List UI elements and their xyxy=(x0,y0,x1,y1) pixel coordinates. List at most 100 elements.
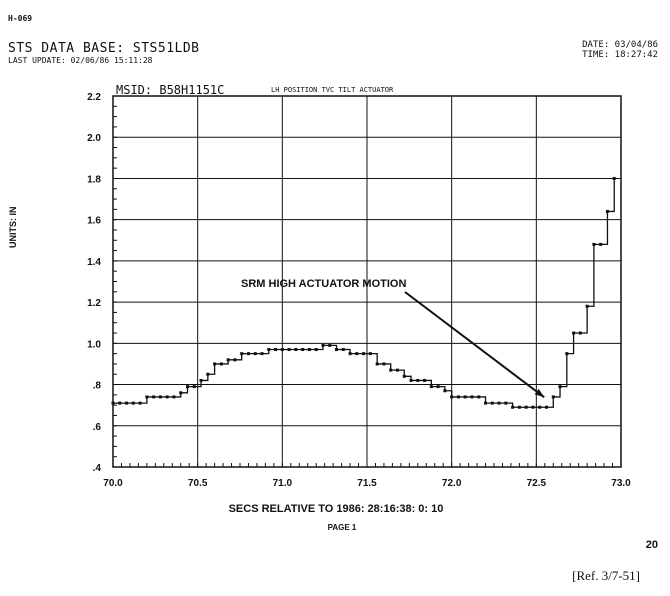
x-tick-label: 71.0 xyxy=(273,478,293,489)
data-point xyxy=(335,348,339,352)
x-tick-label: 71.5 xyxy=(357,478,377,489)
data-point xyxy=(402,374,406,378)
x-axis-label: SECS RELATIVE TO 1986: 28:16:38: 0: 10 xyxy=(229,503,444,515)
x-tick-label: 72.5 xyxy=(527,478,547,489)
database-title: STS DATA BASE: STS51LDB xyxy=(8,41,200,56)
data-point xyxy=(409,378,413,382)
data-point xyxy=(131,401,135,405)
data-point xyxy=(395,368,399,372)
x-tick-label: 72.0 xyxy=(442,478,462,489)
print-date: DATE: 03/04/86 xyxy=(582,40,658,50)
data-point xyxy=(578,331,582,335)
y-tick-label: 1.0 xyxy=(87,339,101,350)
data-point xyxy=(192,385,196,389)
data-point xyxy=(389,368,393,372)
page-number: 20 xyxy=(645,539,658,551)
chart-msid: MSID: B58H1151C xyxy=(116,83,224,97)
x-tick-label: 73.0 xyxy=(611,478,631,489)
data-point xyxy=(477,395,481,399)
data-point xyxy=(382,362,386,366)
data-point xyxy=(233,358,237,362)
data-point xyxy=(186,385,190,389)
series-line xyxy=(113,178,615,408)
data-point xyxy=(328,343,332,347)
data-point xyxy=(511,405,515,409)
data-point xyxy=(152,395,156,399)
data-point xyxy=(456,395,460,399)
data-point xyxy=(206,372,210,376)
chart-title: LH POSITION TVC TILT ACTUATOR xyxy=(271,86,394,94)
data-point xyxy=(253,352,257,356)
last-update: LAST UPDATE: 02/06/86 15:11:28 xyxy=(8,56,153,65)
data-point xyxy=(592,242,596,246)
data-point xyxy=(260,352,264,356)
data-point xyxy=(416,378,420,382)
data-point xyxy=(165,395,169,399)
data-point xyxy=(423,378,427,382)
reference: [Ref. 3/7-51] xyxy=(572,568,640,583)
y-tick-label: .8 xyxy=(93,381,102,392)
data-point xyxy=(246,352,250,356)
y-tick-label: 2.2 xyxy=(87,92,101,103)
data-point xyxy=(375,362,379,366)
document-id: H-069 xyxy=(8,14,33,23)
x-tick-label: 70.5 xyxy=(188,478,208,489)
data-point xyxy=(572,331,576,335)
data-point xyxy=(172,395,176,399)
annotation: SRM HIGH ACTUATOR MOTION xyxy=(241,278,545,399)
data-point xyxy=(138,401,142,405)
data-point xyxy=(612,176,616,180)
data-point xyxy=(321,343,325,347)
data-point xyxy=(558,385,562,389)
data-point xyxy=(524,405,528,409)
data-point xyxy=(179,391,183,395)
data-point xyxy=(538,405,542,409)
data-point xyxy=(517,405,521,409)
y-tick-label: 1.4 xyxy=(87,257,101,268)
data-point xyxy=(267,348,271,352)
page-label: PAGE 1 xyxy=(328,523,357,532)
data-point xyxy=(355,352,359,356)
data-point xyxy=(436,385,440,389)
data-point xyxy=(504,401,508,405)
data-point xyxy=(158,395,162,399)
data-point xyxy=(199,378,203,382)
x-tick-label: 70.0 xyxy=(103,478,123,489)
data-point xyxy=(484,401,488,405)
data-point xyxy=(490,401,494,405)
data-point xyxy=(362,352,366,356)
data-point xyxy=(551,395,555,399)
data-point xyxy=(294,348,298,352)
y-tick-label: .4 xyxy=(93,463,102,474)
data-point xyxy=(280,348,284,352)
y-tick-label: 1.8 xyxy=(87,174,101,185)
y-tick-label: 2.0 xyxy=(87,133,101,144)
data-point xyxy=(219,362,223,366)
y-tick-label: 1.6 xyxy=(87,216,101,227)
series xyxy=(111,176,616,409)
data-point xyxy=(531,405,535,409)
data-point xyxy=(125,401,129,405)
data-point xyxy=(111,401,115,405)
data-point xyxy=(274,348,278,352)
data-point xyxy=(226,358,230,362)
y-tick-label: 1.2 xyxy=(87,298,101,309)
data-point xyxy=(341,348,345,352)
data-point xyxy=(348,352,352,356)
data-point xyxy=(240,352,244,356)
data-point xyxy=(314,348,318,352)
annotation-arrowhead xyxy=(534,388,545,398)
data-point xyxy=(544,405,548,409)
data-point xyxy=(443,389,447,393)
data-point xyxy=(463,395,467,399)
ticks: 70.0 70.5 71.0 71.5 72.0 72.5 73.0 .4 .6 .8 1.0 1.2… xyxy=(87,92,631,489)
data-point xyxy=(145,395,149,399)
data-point xyxy=(429,385,433,389)
data-point xyxy=(118,401,122,405)
annotation-text: SRM HIGH ACTUATOR MOTION xyxy=(241,278,406,290)
data-point xyxy=(450,395,454,399)
units-label: UNITS: IN xyxy=(8,206,18,249)
data-point xyxy=(307,348,311,352)
print-time: TIME: 18:27:42 xyxy=(582,50,658,60)
